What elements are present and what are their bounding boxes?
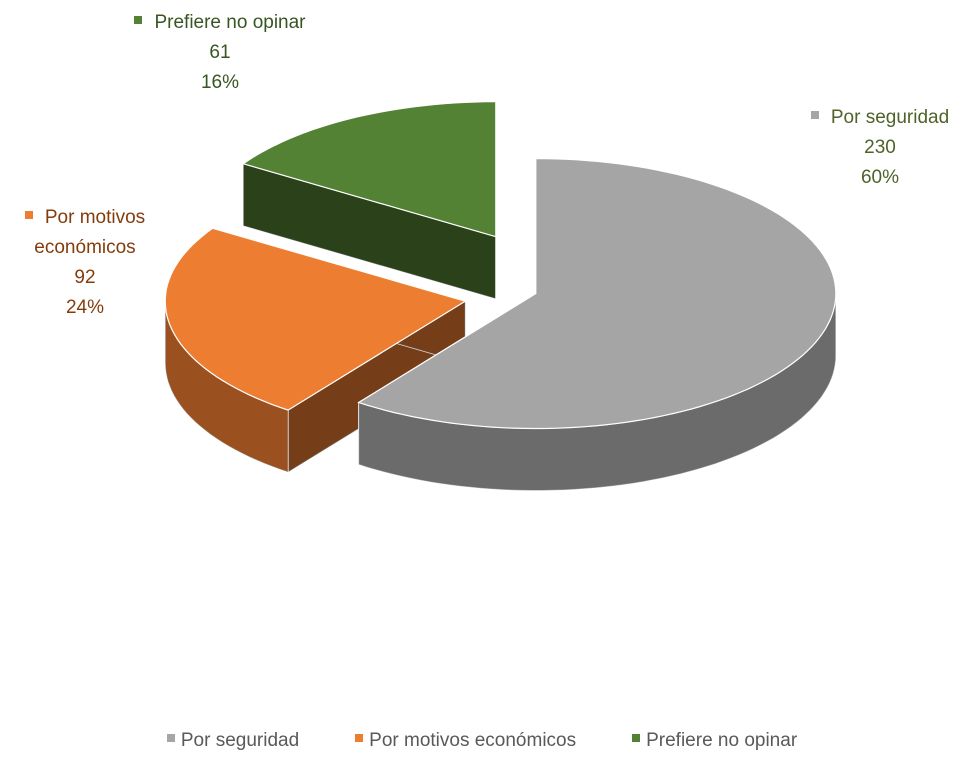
legend: Por seguridad Por motivos económicos Prefi… (0, 730, 964, 752)
data-label-value: 92 (74, 267, 96, 288)
legend-marker (355, 733, 364, 742)
data-label-name: Por motivos económicos (34, 207, 146, 258)
slice-top (357, 157, 837, 430)
data-label-name-line: Por seguridad (790, 103, 964, 133)
data-label-name: Por seguridad (830, 107, 950, 128)
slice-top (241, 101, 497, 238)
data-label: Por seguridad 230 60% (790, 103, 964, 193)
legend-marker (166, 733, 175, 742)
data-label: Por motivos económicos 92 24% (0, 203, 170, 323)
slice-wall-shade (165, 301, 289, 473)
data-label-name: Prefiere no opinar (154, 12, 306, 33)
data-label-percent: 24% (65, 297, 105, 318)
data-label-percent: 60% (860, 167, 900, 188)
data-label-marker (24, 210, 33, 219)
data-label-name-line: Prefiere no opinar (95, 8, 345, 38)
legend-label: Prefiere no opinar (646, 730, 798, 751)
data-label-marker (810, 110, 819, 119)
slice (241, 101, 497, 300)
data-label-marker (134, 15, 143, 24)
data-label-value: 61 (209, 42, 231, 63)
slice-top (164, 227, 467, 411)
legend-marker (632, 733, 641, 742)
slice (164, 227, 467, 473)
data-label-name-line: Por motivos económicos (0, 203, 170, 263)
data-label: Prefiere no opinar 61 16% (95, 8, 345, 98)
data-label-value: 230 (864, 137, 896, 158)
slice-wall-shade (358, 293, 836, 491)
legend-item: Por seguridad (166, 730, 300, 752)
legend-label: Por seguridad (180, 730, 300, 751)
slice-side-shade (243, 163, 496, 299)
legend-item: Por motivos económicos (355, 730, 576, 752)
data-label-percent: 16% (200, 72, 240, 93)
legend-item: Prefiere no opinar (632, 730, 797, 752)
legend-label: Por motivos económicos (369, 730, 577, 751)
slice (357, 157, 837, 491)
chart (164, 101, 837, 491)
